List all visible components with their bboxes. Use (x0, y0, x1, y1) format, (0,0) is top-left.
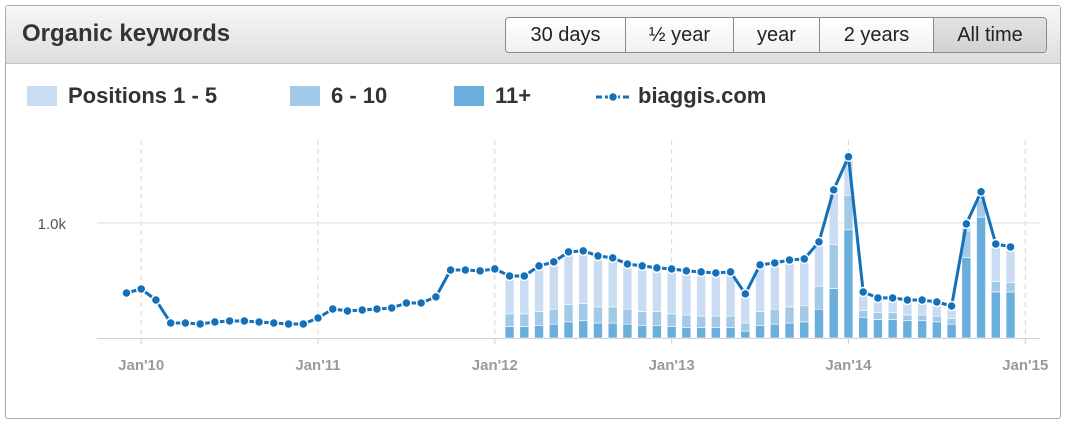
range-button[interactable]: All time (934, 18, 1046, 52)
range-button[interactable]: year (734, 18, 820, 52)
range-button[interactable]: 2 years (820, 18, 934, 52)
widget-header: Organic keywords 30 days ½ year year 2 y… (6, 6, 1060, 64)
widget-frame (5, 5, 1061, 419)
range-button[interactable]: ½ year (626, 18, 734, 52)
range-buttons: 30 days ½ year year 2 years All time (505, 17, 1047, 53)
range-button[interactable]: 30 days (506, 18, 626, 52)
widget-title: Organic keywords (22, 20, 231, 47)
